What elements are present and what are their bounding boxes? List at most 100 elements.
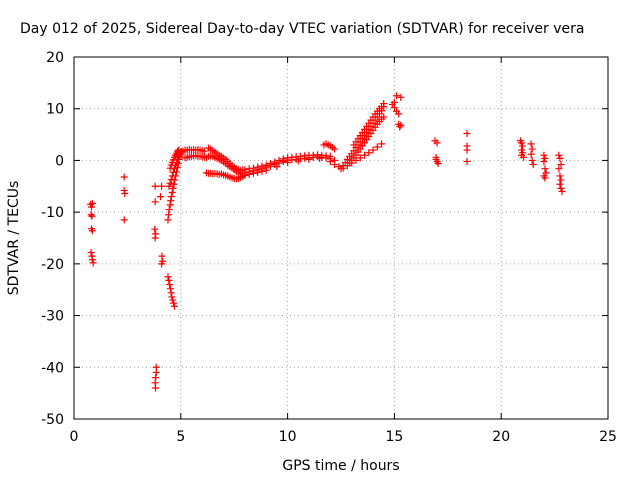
data-point [369, 146, 377, 154]
data-point [273, 163, 281, 171]
data-point [166, 164, 174, 172]
series-drop_4.4_4.8h [164, 273, 178, 310]
series-cluster_2.3h [120, 173, 129, 224]
series-cluster_0.8h [87, 199, 97, 267]
data-point [121, 190, 129, 198]
series-rise_4.5_5h [164, 146, 187, 224]
data-point [373, 143, 381, 151]
data-point [331, 145, 339, 153]
data-points [87, 92, 566, 392]
data-point [120, 186, 128, 194]
x-tick-labels: 0 5 10 15 20 25 [70, 429, 617, 445]
data-point [557, 161, 565, 169]
data-point [87, 248, 95, 256]
data-point [519, 142, 527, 150]
data-point [167, 289, 175, 297]
data-point [434, 160, 442, 168]
x-tick-label: 20 [492, 429, 510, 445]
data-point [275, 159, 283, 167]
series-band_8_12h [239, 151, 345, 179]
x-tick-label: 10 [279, 429, 297, 445]
y-tick-label: -10 [41, 205, 64, 221]
data-point [378, 140, 386, 148]
y-tick-label: 20 [46, 50, 64, 66]
y-tick-labels: -50 -40 -30 -20 -10 0 10 20 [41, 50, 64, 428]
data-point [556, 180, 564, 188]
data-point [541, 174, 549, 182]
data-point [540, 157, 548, 165]
data-point [120, 173, 128, 181]
data-point [164, 216, 172, 224]
data-point [463, 157, 471, 165]
data-point [166, 179, 174, 187]
data-point [167, 176, 175, 184]
data-point [432, 153, 440, 161]
data-point [175, 146, 183, 154]
x-tick-label: 0 [70, 429, 79, 445]
data-point [158, 252, 166, 260]
data-point [166, 281, 174, 289]
y-axis-label: SDTVAR / TECUs [6, 181, 22, 296]
data-point [152, 368, 160, 376]
data-point [556, 154, 564, 162]
data-point [397, 121, 405, 129]
x-tick-label: 5 [176, 429, 185, 445]
data-point [557, 184, 565, 192]
data-point [527, 150, 535, 158]
axis-ticks [73, 56, 609, 420]
data-point [433, 139, 441, 147]
data-point [348, 159, 356, 167]
data-point [294, 157, 302, 165]
data-point [541, 154, 549, 162]
data-point [393, 92, 401, 100]
series-band_6_8h_lower [202, 169, 247, 183]
data-point [262, 166, 270, 174]
data-point [151, 182, 159, 190]
data-point [120, 216, 128, 224]
data-point [169, 184, 177, 192]
series-cluster_21h [516, 137, 537, 169]
data-point [88, 212, 96, 220]
data-point [165, 182, 173, 190]
data-point [331, 161, 339, 169]
data-point [463, 146, 471, 154]
data-point [168, 172, 176, 180]
data-point [169, 296, 177, 304]
data-point [167, 193, 175, 201]
data-point [540, 151, 548, 159]
data-point [395, 110, 403, 118]
series-rise_12.5_14.5h_b [346, 113, 388, 167]
data-point [380, 100, 388, 108]
data-point [254, 168, 262, 176]
y-tick-label: -20 [41, 257, 64, 273]
data-point [267, 162, 275, 170]
data-point [365, 149, 373, 157]
data-point [158, 182, 166, 190]
data-point [169, 168, 177, 176]
data-point [165, 276, 173, 284]
data-point [558, 187, 566, 195]
series-cluster_4.1h [157, 182, 167, 268]
data-point [557, 176, 565, 184]
y-tick-label: 0 [55, 153, 64, 169]
data-point [528, 145, 536, 153]
data-point [249, 169, 257, 177]
data-point [529, 161, 537, 169]
series-cluster_18.4h [463, 130, 471, 165]
series-bump_11.8h [320, 140, 339, 153]
data-point [166, 201, 174, 209]
data-point [528, 156, 536, 164]
data-point [87, 211, 95, 219]
data-point [88, 227, 96, 235]
x-tick-label: 25 [599, 429, 617, 445]
data-point [88, 199, 96, 207]
data-point [556, 172, 564, 180]
data-point [170, 302, 178, 310]
data-point [339, 164, 347, 172]
data-point [174, 147, 182, 155]
data-point [151, 198, 159, 206]
data-point [555, 151, 563, 159]
data-point [164, 273, 172, 281]
data-point [380, 113, 388, 121]
